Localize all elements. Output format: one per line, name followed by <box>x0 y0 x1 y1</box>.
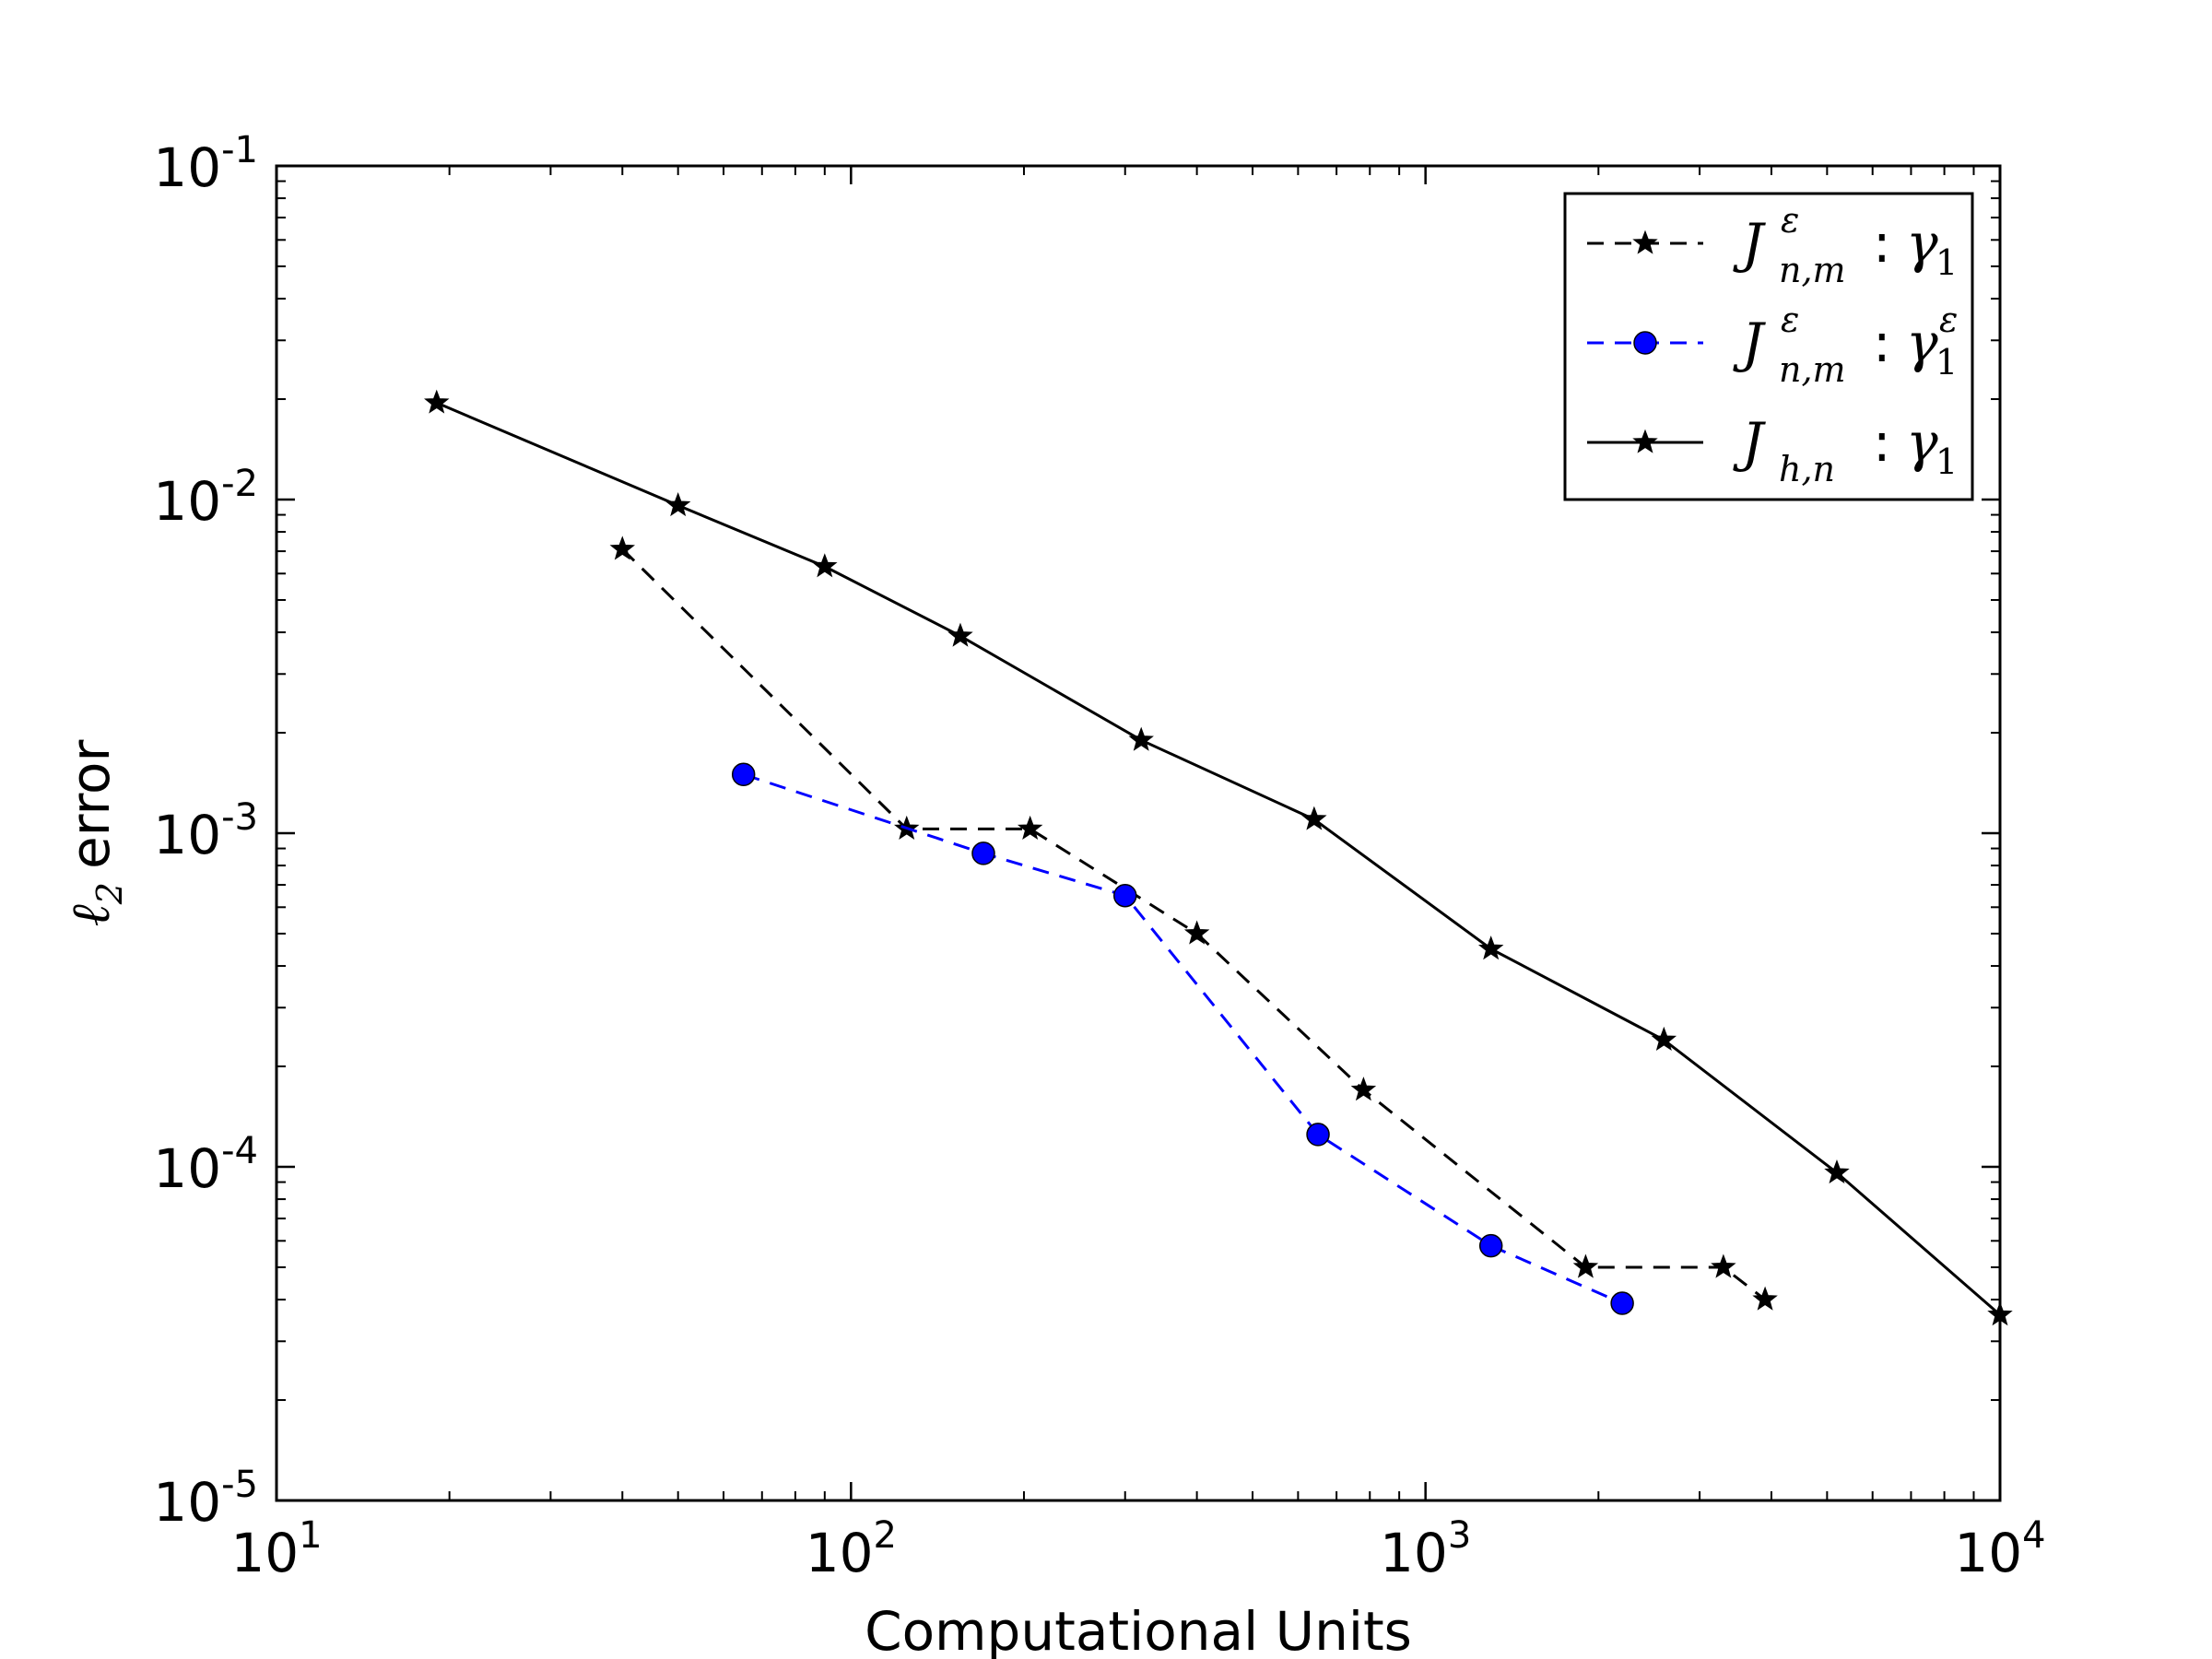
y-axis-label-symbol: ℓ <box>59 904 122 926</box>
legend-label-superscript: ε <box>1781 200 1799 241</box>
data-point <box>609 535 636 560</box>
y-tick-label-base: 10 <box>153 136 221 199</box>
x-tick-label-base: 10 <box>230 1522 299 1584</box>
x-tick-label: 101 <box>230 1514 322 1584</box>
legend-label-gamma-superscript: ε <box>1939 300 1958 340</box>
x-tick-label-base: 10 <box>1380 1522 1448 1584</box>
data-point <box>424 389 450 414</box>
x-tick-label-base: 10 <box>1954 1522 2022 1584</box>
data-point <box>1017 815 1043 841</box>
data-point <box>1350 1077 1377 1101</box>
legend-label-superscript: ε <box>1781 300 1799 340</box>
series-line <box>743 772 1623 1305</box>
legend-label-colon: : <box>1873 411 1891 474</box>
y-tick-label-exp: -4 <box>221 1130 258 1172</box>
y-axis-label-subscript: 2 <box>89 882 130 905</box>
y-tick-label: 10-1 <box>153 129 258 199</box>
y-tick-label-base: 10 <box>153 804 221 866</box>
legend-marker <box>1632 229 1658 254</box>
data-point <box>1112 883 1137 908</box>
data-point <box>731 762 756 787</box>
x-tick-label: 104 <box>1954 1514 2045 1584</box>
series-line <box>436 401 2001 1316</box>
data-point <box>1711 1253 1736 1278</box>
y-axis-label-text: error <box>59 739 122 869</box>
x-tick-label-exp: 1 <box>299 1514 322 1557</box>
data-point <box>1824 1159 1850 1184</box>
minor-ticks <box>276 166 2000 1500</box>
data-point <box>971 841 995 865</box>
legend-label-gamma: γ <box>1906 312 1938 374</box>
plot-frame <box>275 164 2002 1502</box>
legend-label-gamma-subscript: 1 <box>1936 242 1958 283</box>
y-tick-label: 10-5 <box>153 1464 258 1534</box>
y-tick-labels: 10-110-210-310-410-5 <box>153 129 258 1534</box>
data-point <box>1478 1233 1503 1258</box>
data-point <box>1306 1123 1330 1147</box>
x-tick-label-exp: 2 <box>874 1514 897 1557</box>
y-tick-label: 10-4 <box>153 1130 258 1200</box>
data-point <box>1572 1253 1599 1278</box>
legend-label-subscript: n,m <box>1779 250 1846 290</box>
data-point <box>1183 920 1210 945</box>
legend-label-gamma-subscript: 1 <box>1936 342 1958 382</box>
legend-label-gamma-subscript: 1 <box>1936 441 1958 482</box>
y-tick-label-exp: -5 <box>221 1464 258 1506</box>
legend-label-gamma: γ <box>1906 411 1938 474</box>
y-tick-label-exp: -3 <box>221 796 258 839</box>
x-axis-label: Computational Units <box>865 1600 1412 1659</box>
y-axis-label: ℓ2 error <box>59 739 130 926</box>
legend-label-colon: : <box>1873 312 1891 374</box>
y-tick-label-base: 10 <box>153 470 221 533</box>
series-line <box>621 547 1767 1301</box>
data-point <box>1477 935 1504 960</box>
data-point <box>1301 806 1327 830</box>
legend-label-subscript: h,n <box>1779 449 1835 489</box>
svg-text:ℓ2error: ℓ2 error <box>59 739 130 926</box>
data-point <box>1610 1291 1634 1315</box>
legend-label-gamma: γ <box>1906 212 1938 275</box>
y-tick-label-exp: -1 <box>221 129 258 171</box>
y-tick-label-base: 10 <box>153 1137 221 1200</box>
legend-box <box>1563 192 1974 501</box>
x-tick-label: 102 <box>806 1514 897 1584</box>
series-3 <box>424 389 2013 1326</box>
data-point <box>665 491 691 517</box>
data-point <box>947 622 973 647</box>
y-tick-label-base: 10 <box>153 1471 221 1534</box>
legend-label-subscript: n,m <box>1779 349 1846 390</box>
legend-marker <box>1632 429 1658 453</box>
series-1 <box>609 535 1778 1311</box>
y-tick-label-exp: -2 <box>221 463 258 505</box>
x-tick-label-base: 10 <box>806 1522 874 1584</box>
y-tick-label: 10-3 <box>153 796 258 866</box>
x-tick-label-exp: 4 <box>2022 1514 2045 1557</box>
data-point <box>1651 1026 1677 1052</box>
series-layer <box>424 389 2013 1326</box>
data-point <box>1128 726 1154 751</box>
x-tick-label-exp: 3 <box>1448 1514 1471 1557</box>
y-tick-label: 10-2 <box>153 463 258 533</box>
data-point <box>1752 1286 1778 1311</box>
legend-marker <box>1633 331 1657 355</box>
x-tick-label: 103 <box>1380 1514 1471 1584</box>
legend-label-colon: : <box>1873 212 1891 275</box>
series-2 <box>731 762 1634 1315</box>
x-tick-labels: 101 102 103 104 <box>230 1514 2045 1584</box>
data-point <box>812 553 838 578</box>
